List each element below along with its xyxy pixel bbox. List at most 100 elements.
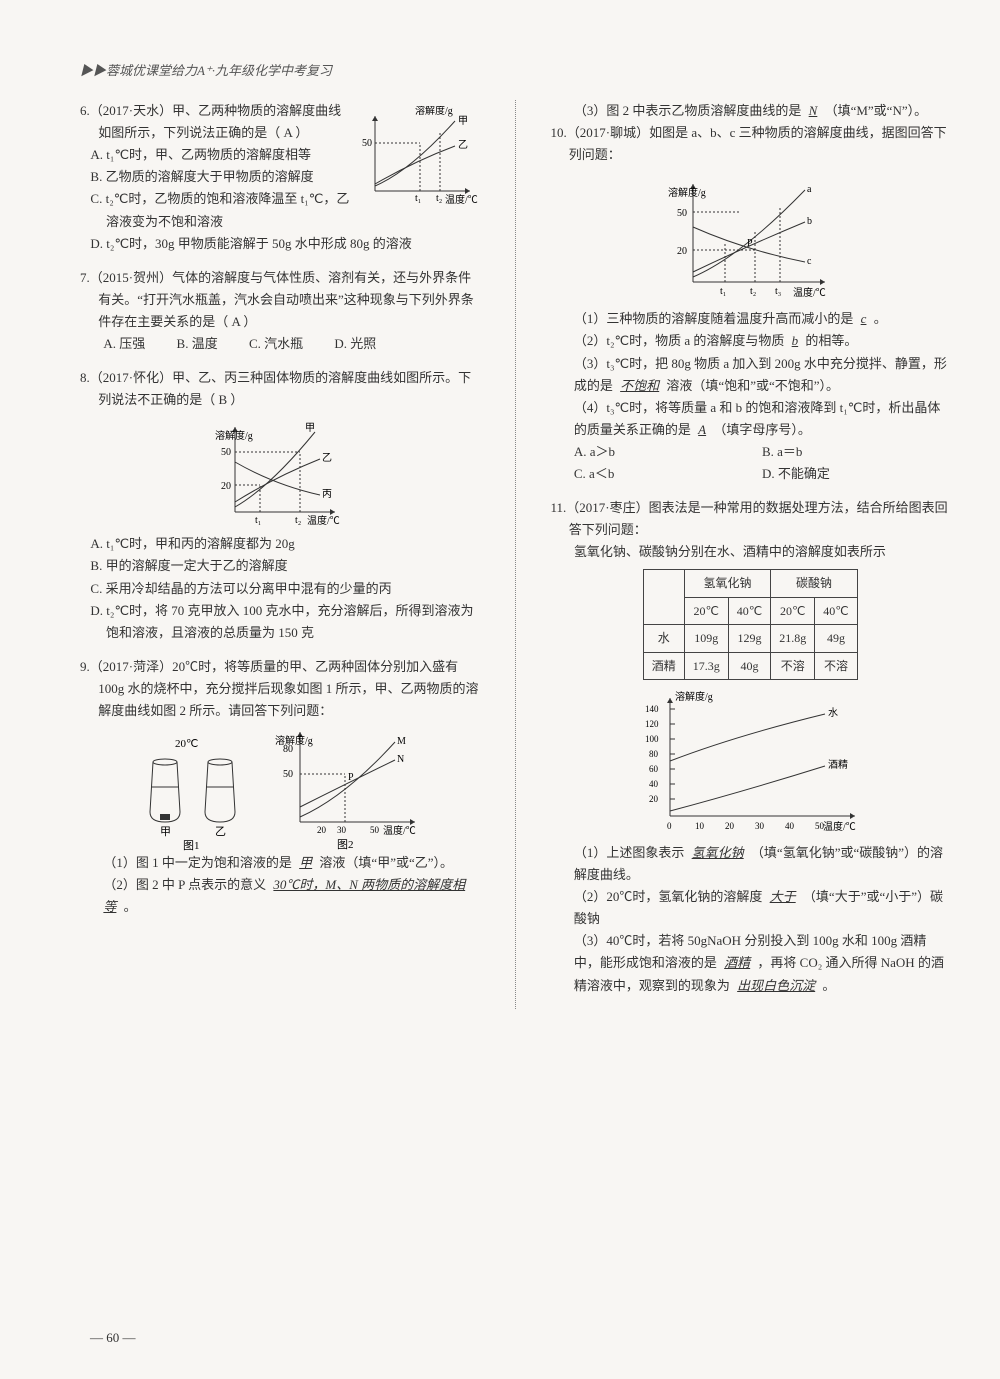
- q9-f2-n: N: [397, 754, 404, 765]
- q10-xt2: t₂: [750, 286, 756, 297]
- column-divider: [515, 100, 516, 1009]
- q9-p3-post: （填“M”或“N”）。: [825, 103, 928, 118]
- th-blank: [643, 570, 684, 625]
- q11-p3-ans: 酒精: [720, 955, 754, 970]
- r1c4: 不溶: [815, 652, 857, 679]
- q10-p4-ans: A: [694, 422, 710, 437]
- q10-opts-2: C. a＜b D. 不能确定: [551, 463, 951, 485]
- q10-p3-ans: 不饱和: [616, 378, 663, 393]
- q10-p1-ans: c: [857, 311, 871, 326]
- q8-stem: 8.（2017·怀化）甲、乙、丙三种固体物质的溶解度曲线如图所示。下列说法不正确…: [80, 367, 480, 411]
- q10-xlabel: 温度/℃: [793, 286, 826, 299]
- q7-opt-a: A. 压强: [103, 333, 145, 355]
- q10-part1: （1）三种物质的溶解度随着温度升高而减小的是 c 。: [551, 308, 951, 330]
- r0c1: 109g: [684, 625, 728, 652]
- question-10: 10.（2017·聊城）如图是 a、b、c 三种物质的溶解度曲线，据图回答下列问…: [551, 122, 951, 485]
- q10-point: P: [747, 238, 753, 249]
- q11-xlabel: 温度/℃: [823, 820, 856, 833]
- q11-x30: 30: [755, 821, 765, 831]
- q11-y100: 100: [645, 734, 659, 744]
- question-6: 溶解度/g 温度/℃ 50 甲 乙 t₁ t₂ 6.（2017·天水）: [80, 100, 480, 255]
- q11-table: 氢氧化钠 碳酸钠 20℃ 40℃ 20℃ 40℃ 水 109g 129g 21.…: [643, 569, 858, 680]
- q11-p3-ans2: 出现白色沉淀: [733, 978, 819, 993]
- q11-x50: 50: [815, 821, 825, 831]
- q10-opt-a: A. a＞b: [574, 441, 762, 463]
- q9-p2-post: 。: [124, 899, 137, 914]
- q6-curve-b: 乙: [458, 139, 468, 151]
- q10-p4-post: （填字母序号）。: [713, 422, 811, 437]
- r0c2: 129g: [728, 625, 770, 652]
- q10-opt-b: B. a＝b: [762, 441, 950, 463]
- q11-y140: 140: [645, 704, 659, 714]
- q9-p2-pre: （2）图 2 中 P 点表示的意义: [103, 877, 266, 892]
- th-naoh: 氢氧化钠: [684, 570, 770, 597]
- q10-xt3: t₃: [775, 286, 781, 297]
- q6-opt-d: D. t₂℃时，30g 甲物质能溶解于 50g 水中形成 80g 的溶液: [80, 233, 480, 255]
- sub-20-1: 20℃: [684, 597, 728, 624]
- q9-f2-x50: 50: [370, 825, 380, 835]
- q10-curve-a: a: [807, 184, 812, 195]
- q11-p1-ans: 氢氧化钠: [688, 845, 748, 860]
- question-11: 11.（2017·枣庄）图表法是一种常用的数据处理方法，结合所给图表回答下列问题…: [551, 497, 951, 997]
- q8-curve-c: 丙: [322, 489, 332, 500]
- q9-f2-xlabel: 温度/℃: [383, 824, 416, 837]
- q11-x40: 40: [785, 821, 795, 831]
- q9-f2-y80: 80: [283, 744, 293, 755]
- q11-x0: 0: [667, 821, 672, 831]
- q11-x20: 20: [725, 821, 735, 831]
- question-8: 8.（2017·怀化）甲、乙、丙三种固体物质的溶解度曲线如图所示。下列说法不正确…: [80, 367, 480, 644]
- q11-y120: 120: [645, 719, 659, 729]
- question-9: 9.（2017·菏泽）20℃时，将等质量的甲、乙两种固体分别加入盛有 100g …: [80, 656, 480, 919]
- q9-part3: （3）图 2 中表示乙物质溶解度曲线的是 N （填“M”或“N”）。: [551, 100, 951, 122]
- question-7: 7.（2015·贺州）气体的溶解度与气体性质、溶剂有关，还与外界条件有关。“打开…: [80, 267, 480, 355]
- q11-stem: 11.（2017·枣庄）图表法是一种常用的数据处理方法，结合所给图表回答下列问题…: [551, 497, 951, 541]
- q10-stem: 10.（2017·聊城）如图是 a、b、c 三种物质的溶解度曲线，据图回答下列问…: [551, 122, 951, 166]
- q11-curve-water: 水: [828, 707, 838, 719]
- q11-y80: 80: [649, 749, 659, 759]
- q9-fig1-label: 图1: [183, 839, 200, 852]
- q9-p1-pre: （1）图 1 中一定为饱和溶液的是: [103, 855, 292, 870]
- q11-y20: 20: [649, 794, 659, 804]
- q6-curve-a: 甲: [458, 116, 468, 127]
- q9-part2: （2）图 2 中 P 点表示的意义 30℃时，M、N 两物质的溶解度相等 。: [80, 874, 480, 918]
- q6-xt2: t₂: [436, 193, 442, 204]
- page-header: ▶▶蓉城优课堂给力A⁺·九年级化学中考复习: [80, 60, 950, 82]
- page-number: — 60 —: [90, 1327, 136, 1349]
- q11-part1: （1）上述图象表示 氢氧化钠 （填“氢氧化钠”或“碳酸钠”）的溶解度曲线。: [551, 842, 951, 886]
- q7-stem: 7.（2015·贺州）气体的溶解度与气体性质、溶剂有关，还与外界条件有关。“打开…: [80, 267, 480, 333]
- q10-chart-svg: 溶解度/g 温度/℃ 50 20 a b c P t₁: [665, 172, 835, 302]
- q9-fig2-label: 图2: [337, 838, 354, 851]
- q9-beaker-a: 甲: [160, 826, 171, 838]
- q8-curve-a: 甲: [305, 423, 315, 434]
- q9-p1-post: 溶液（填“甲”或“乙”）。: [319, 855, 453, 870]
- q8-xlabel: 温度/℃: [307, 514, 340, 527]
- q8-opt-d: D. t₂℃时，将 70 克甲放入 100 克水中，充分溶解后，所得到溶液为饱和…: [80, 600, 480, 644]
- q8-xt2: t₂: [295, 515, 301, 526]
- q9-p3-ans: N: [805, 103, 822, 118]
- q9-p1-ans: 甲: [295, 855, 316, 870]
- q9-f2-x20: 20: [317, 825, 327, 835]
- sub-20-2: 20℃: [771, 597, 815, 624]
- q6-chart-svg: 溶解度/g 温度/℃ 50 甲 乙 t₁ t₂: [360, 106, 480, 206]
- q11-curve-alc: 酒精: [828, 758, 848, 771]
- q10-part3: （3）t₃℃时，把 80g 物质 a 加入到 200g 水中充分搅拌、静置，形成…: [551, 353, 951, 397]
- q9-fig1-temp: 20℃: [175, 738, 198, 750]
- q6-xt1: t₁: [415, 193, 421, 204]
- q11-p2-ans: 大于: [766, 889, 800, 904]
- q10-ylabel: 溶解度/g: [668, 186, 706, 199]
- q6-ylabel: 溶解度/g: [415, 106, 453, 117]
- q10-xt1: t₁: [720, 286, 726, 297]
- q10-p3-post: 溶液（填“饱和”或“不饱和”）。: [666, 378, 839, 393]
- page: ▶▶蓉城优课堂给力A⁺·九年级化学中考复习 溶解度/g 温度/℃ 50: [0, 0, 1000, 1379]
- q7-opt-b: B. 温度: [177, 333, 218, 355]
- th-na2co3: 碳酸钠: [771, 570, 857, 597]
- q11-x10: 10: [695, 821, 705, 831]
- table-row-water: 水 109g 129g 21.8g 49g: [643, 625, 857, 652]
- q10-opts: A. a＞b B. a＝b: [551, 441, 951, 463]
- q10-p2-post: 的相等。: [805, 333, 857, 348]
- q9-p3-pre: （3）图 2 中表示乙物质溶解度曲线的是: [574, 103, 802, 118]
- q8-xt1: t₁: [255, 515, 261, 526]
- r0c4: 49g: [815, 625, 857, 652]
- q9-stem: 9.（2017·菏泽）20℃时，将等质量的甲、乙两种固体分别加入盛有 100g …: [80, 656, 480, 722]
- q9-f2-p: P: [348, 772, 354, 783]
